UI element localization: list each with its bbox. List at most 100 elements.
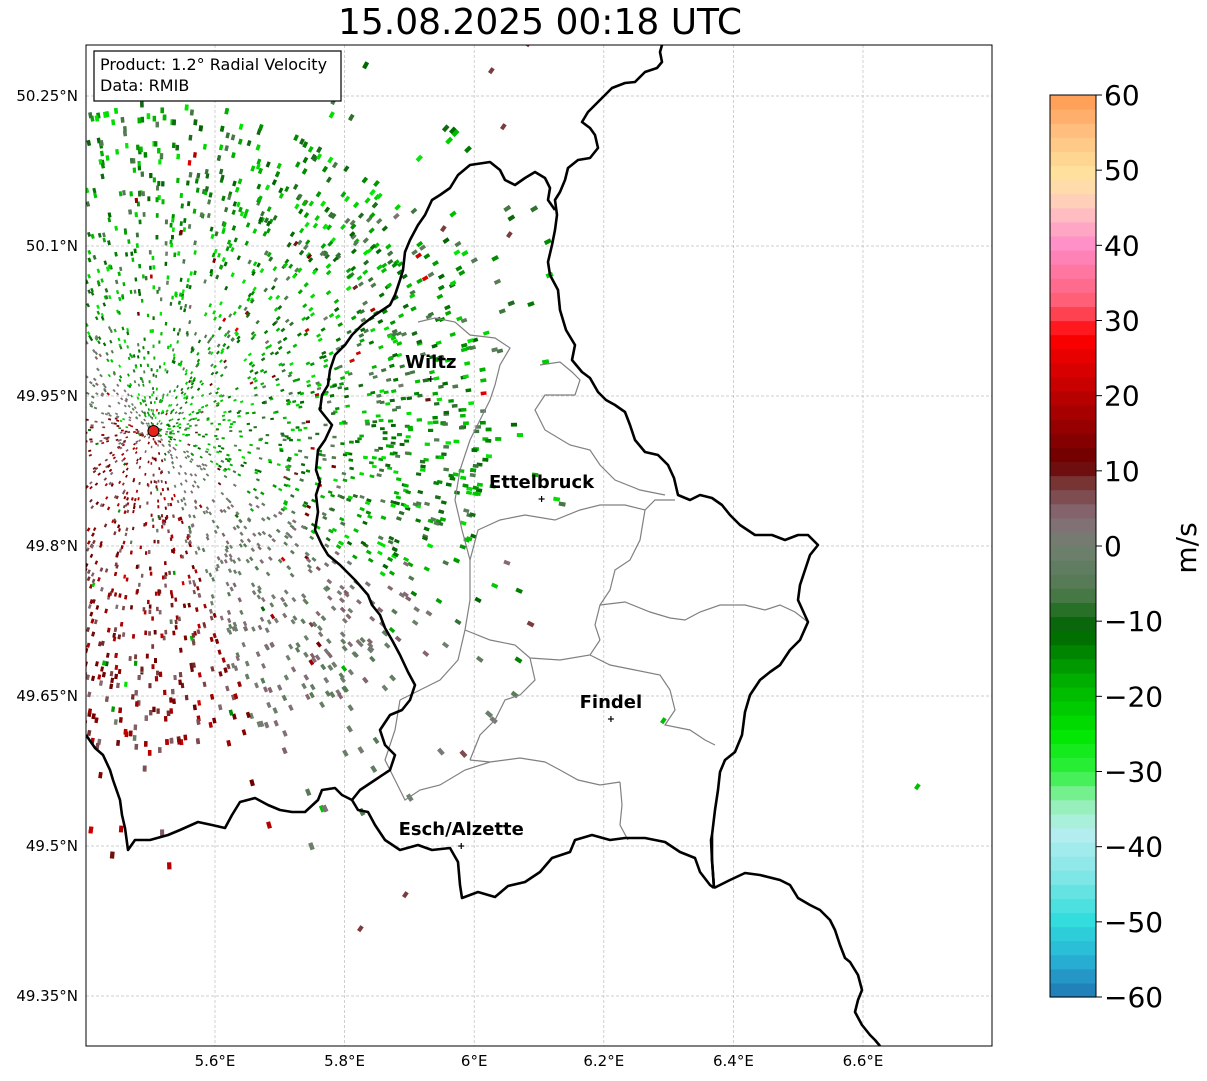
radar-gate <box>100 312 105 318</box>
radar-gate <box>327 211 334 218</box>
radar-gate <box>380 515 387 520</box>
radar-gate <box>225 132 230 139</box>
radar-gate <box>194 424 198 427</box>
radar-gate <box>113 328 117 333</box>
radar-gate <box>362 300 368 306</box>
radar-gate <box>109 683 114 690</box>
radar-gate <box>178 426 182 429</box>
radar-gate <box>141 433 144 436</box>
radar-gate <box>118 825 124 833</box>
radar-gate <box>161 411 165 415</box>
radar-gate <box>210 666 215 672</box>
radar-gate <box>309 535 315 541</box>
radar-gate <box>131 634 136 639</box>
radar-gate <box>174 291 178 296</box>
radar-gate <box>100 666 104 672</box>
radar-gate <box>169 301 173 306</box>
radar-gate <box>267 533 273 539</box>
radar-gate <box>157 148 161 154</box>
radar-gate <box>179 277 183 282</box>
radar-gate <box>150 408 153 412</box>
radar-gate <box>339 495 345 500</box>
radar-gate <box>192 152 197 158</box>
radar-gate <box>122 457 126 461</box>
radar-gate <box>308 436 312 440</box>
radar-gate <box>90 291 95 296</box>
radar-gate <box>117 528 122 532</box>
radar-gate <box>176 425 180 428</box>
radar-gate <box>443 445 449 449</box>
radar-gate <box>198 577 202 583</box>
radar-gate <box>184 372 188 376</box>
radar-gate <box>306 564 312 570</box>
radar-gate <box>287 373 293 378</box>
radar-gate <box>247 517 252 522</box>
radar-gate <box>240 464 245 468</box>
radar-gate <box>321 350 327 356</box>
radar-gate <box>250 336 255 341</box>
radar-gate <box>94 467 99 471</box>
radar-gate <box>462 483 469 488</box>
radar-gate <box>278 443 283 447</box>
radar-gate <box>135 461 139 465</box>
radar-gate <box>432 415 438 420</box>
radar-gate <box>443 410 450 415</box>
radar-gate <box>257 195 263 202</box>
radar-gate <box>136 458 139 462</box>
radar-gate <box>230 272 235 278</box>
axis-ticks: 5.6°E 5.8°E 6°E 6.2°E 6.4°E 6.6°E50.25°N50.1°… <box>16 87 883 1070</box>
radar-gate <box>113 627 118 633</box>
radar-gate <box>220 459 225 463</box>
radar-gate <box>306 379 311 384</box>
radar-gate <box>389 320 396 326</box>
radar-gate <box>208 337 213 342</box>
radar-gate <box>171 348 175 352</box>
radar-gate <box>451 129 460 138</box>
radar-gate <box>227 629 233 635</box>
radar-gate <box>215 438 219 441</box>
radar-gate <box>190 523 194 528</box>
radar-gate <box>105 496 109 500</box>
radar-gate <box>86 374 89 379</box>
canton-borders <box>384 317 809 841</box>
radar-gate <box>131 526 135 531</box>
radar-gate <box>169 222 173 228</box>
radar-gate <box>100 173 105 180</box>
radar-gate <box>294 453 299 457</box>
radar-gate <box>480 378 487 383</box>
radar-gate <box>178 411 182 415</box>
radar-gate <box>376 264 383 271</box>
radar-gate <box>138 263 142 269</box>
radar-gate <box>194 499 198 504</box>
radar-gate <box>114 225 118 231</box>
radar-gate <box>301 593 307 599</box>
radar-gate <box>99 373 103 378</box>
radar-gate <box>171 430 174 432</box>
radar-gate <box>332 435 337 439</box>
radar-gate <box>204 463 208 467</box>
radar-gate <box>184 694 189 701</box>
radar-gate <box>190 346 194 351</box>
radar-gate <box>222 317 227 322</box>
radar-gate <box>228 457 232 461</box>
radar-gate <box>491 347 499 353</box>
radar-gate <box>104 412 109 416</box>
radar-gate <box>91 582 96 588</box>
radar-gate <box>182 259 186 264</box>
radar-gate <box>149 172 153 179</box>
radar-gate <box>304 221 310 228</box>
radar-gate <box>86 729 92 737</box>
radar-gate <box>126 327 130 332</box>
radar-gate <box>294 267 300 273</box>
radar-gate <box>275 528 281 534</box>
radar-gate <box>192 579 196 585</box>
radar-gate <box>190 379 194 384</box>
radar-gate <box>90 233 95 239</box>
radar-gate <box>391 332 398 337</box>
radar-gate <box>188 540 192 545</box>
radar-gate <box>243 461 247 465</box>
radar-gate <box>307 145 314 153</box>
radar-gate <box>86 340 89 345</box>
radar-gate <box>208 453 212 456</box>
radar-gate <box>238 206 243 213</box>
